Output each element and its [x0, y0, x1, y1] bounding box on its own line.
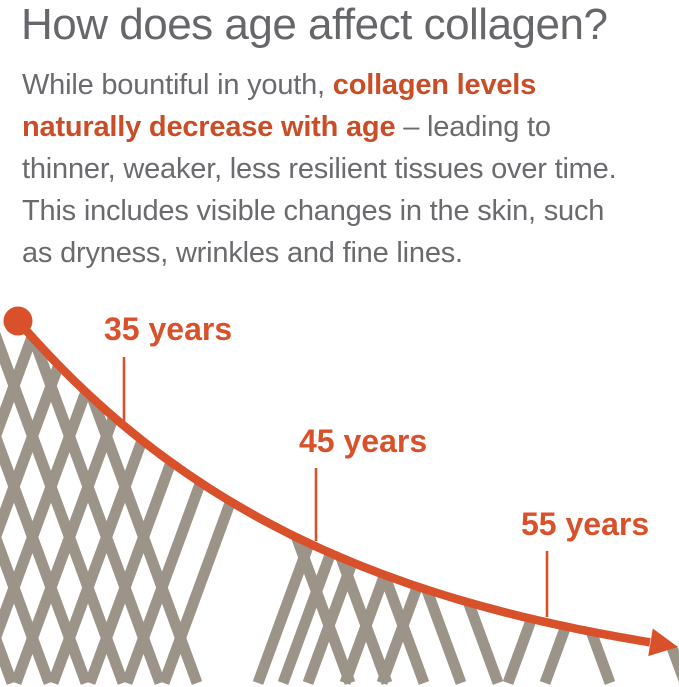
arrowhead-icon [648, 628, 678, 657]
intro-accent-run: collagen levels [332, 69, 537, 101]
age-label-55: 55 years [521, 506, 649, 542]
intro-line: naturally decrease with age – leading to [22, 106, 616, 148]
intro-text-run: as dryness, wrinkles and fine lines. [22, 237, 463, 269]
collagen-fiber [357, 321, 504, 685]
intro-text-run: – leading to [395, 111, 551, 143]
intro-text-run: thinner, weaker, less resilient tissues … [22, 153, 617, 185]
collagen-fiber [0, 321, 92, 685]
intro-text-run: This includes visible changes in the ski… [22, 195, 605, 227]
intro-accent-run: naturally decrease with age [22, 111, 396, 143]
collagen-fiber [0, 321, 55, 685]
collagen-fiber [121, 321, 268, 685]
intro-text-run: While bountiful in youth, [22, 69, 333, 101]
collagen-fiber [47, 321, 194, 685]
collagen-fiber [84, 321, 231, 685]
collagen-fiber [0, 321, 129, 685]
collagen-fiber [283, 321, 430, 685]
intro-line: This includes visible changes in the ski… [22, 190, 616, 232]
collagen-fiber [0, 321, 83, 685]
intro-paragraph: While bountiful in youth, collagen level… [22, 64, 617, 274]
intro-line: While bountiful in youth, collagen level… [22, 64, 616, 106]
intro-line: as dryness, wrinkles and fine lines. [22, 232, 616, 274]
page-title: How does age affect collagen? [21, 0, 608, 49]
collagen-fiber [19, 321, 166, 685]
age-label-45: 45 years [299, 423, 427, 459]
intro-line: thinner, weaker, less resilient tissues … [22, 148, 617, 190]
decline-curve [14, 318, 651, 647]
collagen-fiber [246, 321, 393, 685]
age-label-35: 35 years [104, 311, 232, 347]
collagen-fiber [320, 321, 467, 685]
collagen-fiber [0, 321, 46, 685]
start-dot [3, 306, 33, 336]
